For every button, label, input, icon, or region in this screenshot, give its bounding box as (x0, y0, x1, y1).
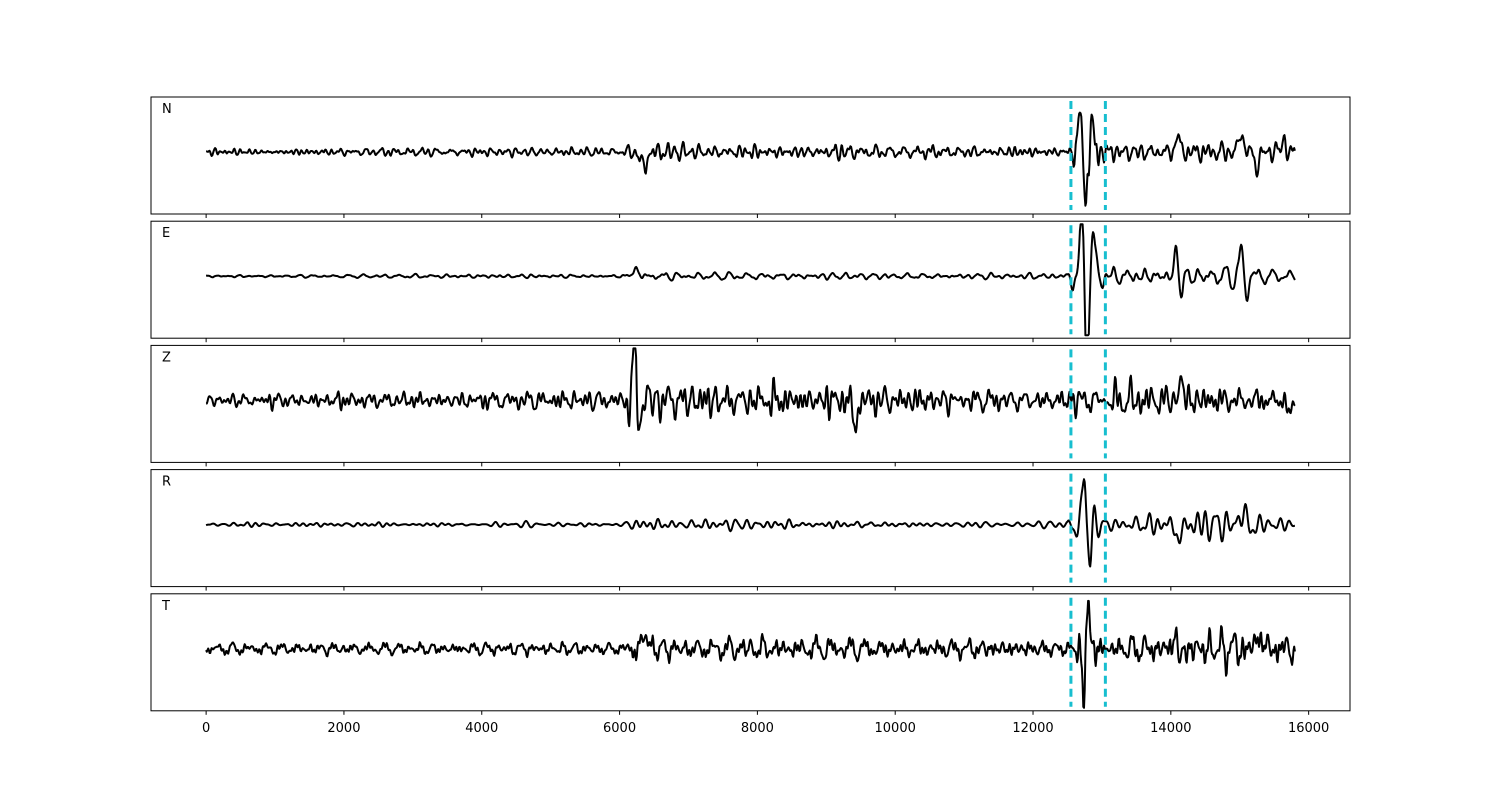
panel-t: T (150, 593, 1351, 715)
x-tick-label: 14000 (1150, 721, 1191, 736)
panel-frame (150, 344, 1351, 463)
component-label: Z (162, 350, 171, 365)
trace-z (205, 347, 1296, 434)
trace-e (205, 223, 1296, 337)
component-label: E (162, 226, 170, 241)
component-label: N (162, 102, 172, 117)
x-tick-label: 8000 (741, 721, 774, 736)
panel-frame (150, 220, 1351, 339)
x-tick-label: 16000 (1288, 721, 1329, 736)
panel-r: R (150, 469, 1351, 591)
x-tick-label: 10000 (875, 721, 916, 736)
panel-e: E (150, 220, 1351, 343)
panel-z: Z (150, 344, 1351, 467)
x-tick-label: 2000 (327, 721, 360, 736)
trace-n (205, 111, 1296, 207)
trace-r (205, 478, 1296, 568)
x-tick-label: 6000 (603, 721, 636, 736)
component-label: R (162, 475, 171, 490)
x-tick-label: 0 (202, 721, 210, 736)
panel-n: N (150, 96, 1351, 218)
trace-t (205, 599, 1296, 709)
component-label: T (161, 599, 170, 614)
x-tick-label: 12000 (1012, 721, 1053, 736)
panel-frame (150, 96, 1351, 215)
x-tick-label: 4000 (465, 721, 498, 736)
panel-frame (150, 469, 1351, 588)
panel-frame (150, 593, 1351, 712)
